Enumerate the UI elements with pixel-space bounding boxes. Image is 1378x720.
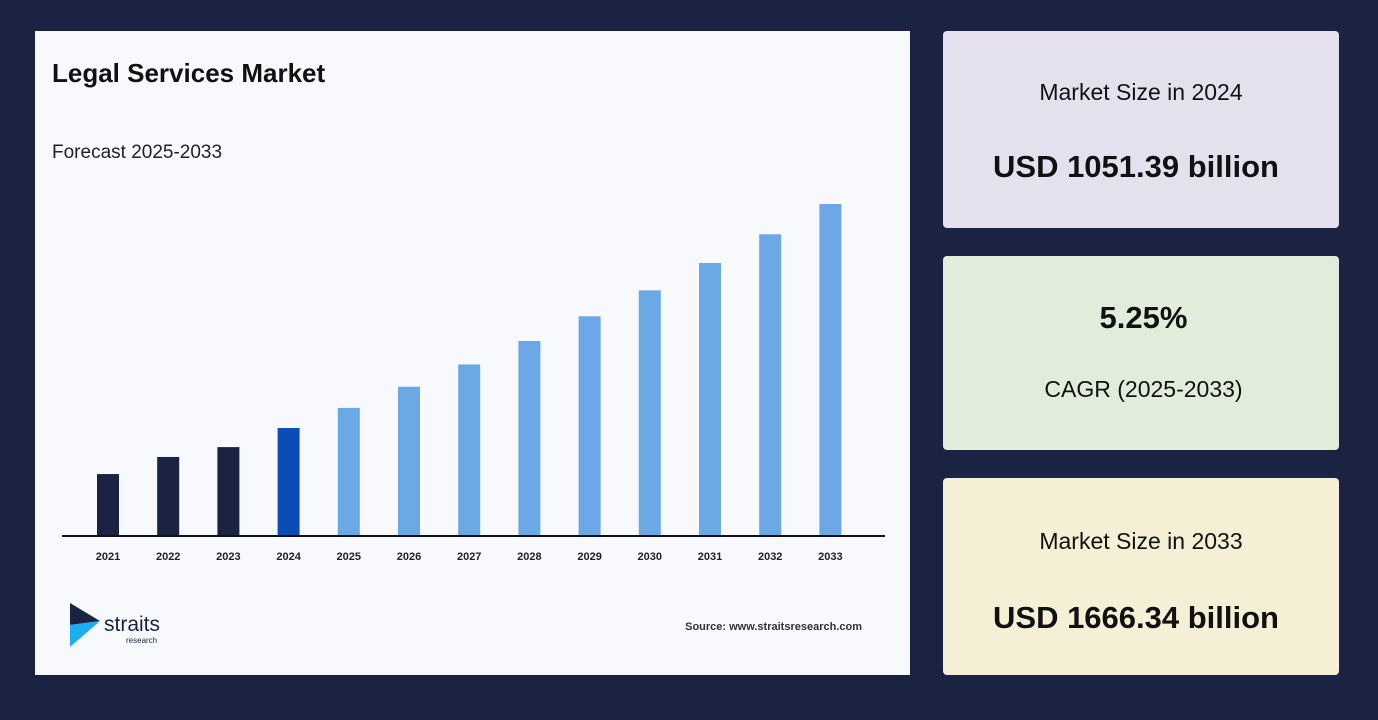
bar-2022 (157, 456, 180, 536)
bar-2021 (97, 474, 119, 536)
bar-2024 (277, 428, 300, 536)
logo-text: straits (104, 613, 160, 636)
bar-2023 (217, 447, 240, 536)
bar-chart: 2021 2022 2023 2024 2025 2026 2027 2028 2029 2030… (62, 204, 885, 563)
bar-2027 (458, 364, 481, 536)
card-value: USD 1666.34 billion (993, 600, 1279, 635)
chart-subtitle: Forecast 2025-2033 (52, 142, 223, 163)
bar-2028 (518, 340, 541, 536)
bar-2029 (578, 316, 601, 536)
x-tick-label: 2033 (818, 551, 842, 563)
card-market-size-2033: Market Size in 2033 USD 1666.34 billion (943, 478, 1339, 675)
x-tick-label: 2029 (577, 551, 601, 563)
bar-2033 (819, 204, 842, 536)
card-market-size-2024: Market Size in 2024 USD 1051.39 billion (943, 31, 1339, 228)
chart-title: Legal Services Market (52, 58, 326, 88)
x-tick-label: 2021 (96, 551, 120, 563)
x-tick-label: 2028 (517, 551, 541, 563)
chart-panel: Legal Services Market Forecast 2025-2033… (35, 31, 910, 675)
bar-2030 (638, 290, 661, 536)
bar-2025 (337, 407, 360, 536)
x-tick-label: 2022 (156, 551, 180, 563)
card-label: Market Size in 2033 (1039, 528, 1243, 554)
card-value: 5.25% (1099, 300, 1188, 335)
logo-subtext: research (126, 636, 157, 645)
x-tick-label: 2032 (758, 551, 782, 563)
x-tick-label: 2030 (638, 551, 662, 563)
bar-2032 (759, 234, 782, 536)
card-value: USD 1051.39 billion (993, 149, 1279, 184)
card-cagr: 5.25% CAGR (2025-2033) (943, 256, 1339, 450)
card-label: Market Size in 2024 (1039, 79, 1243, 105)
x-tick-label: 2027 (457, 551, 481, 563)
x-tick-label: 2023 (216, 551, 240, 563)
x-tick-label: 2024 (276, 551, 301, 563)
x-tick-label: 2026 (397, 551, 421, 563)
card-label: CAGR (2025-2033) (1044, 376, 1243, 402)
bar-2031 (699, 263, 721, 536)
x-tick-label: 2031 (698, 551, 722, 563)
source-note: Source: www.straitsresearch.com (685, 621, 862, 633)
x-tick-label: 2025 (337, 551, 361, 563)
bar-2026 (398, 386, 420, 536)
straits-research-logo: straits research (70, 603, 160, 647)
